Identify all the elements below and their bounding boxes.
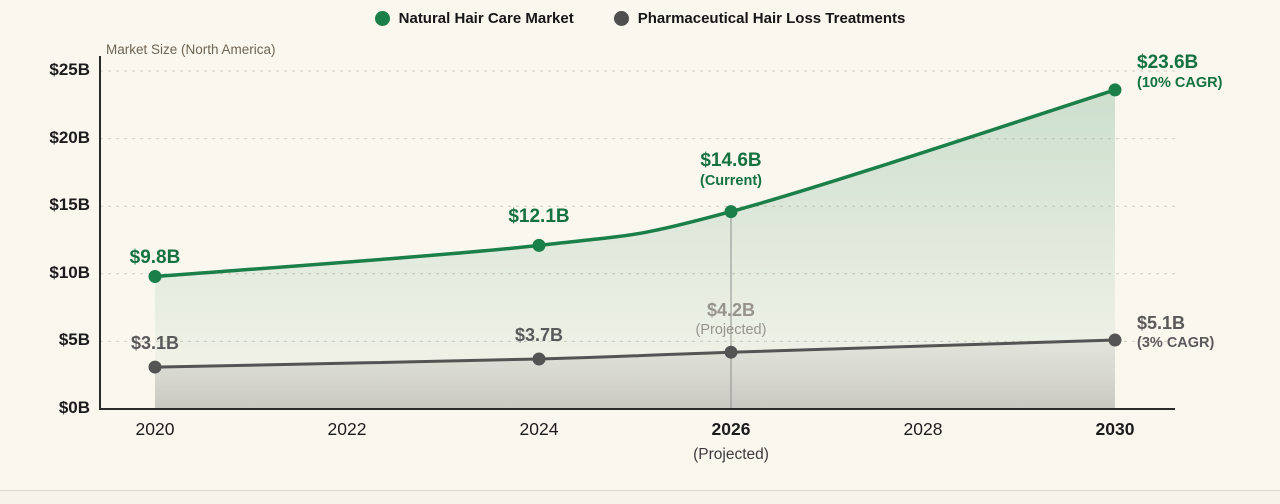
data-label-pharma-2020: $3.1B — [131, 333, 179, 355]
chart-canvas — [99, 56, 1175, 410]
data-label-note: (3% CAGR) — [1137, 334, 1215, 351]
series-line-1 — [153, 338, 1117, 369]
y-tick-5: $5B — [58, 330, 90, 349]
y-tick-20: $20B — [49, 128, 90, 147]
x-axis-projected-note: (Projected) — [693, 446, 769, 463]
x-tick-2030: 2030 — [1095, 419, 1135, 439]
x-tick-2022: 2022 — [327, 419, 367, 439]
legend-label-natural: Natural Hair Care Market — [398, 10, 574, 27]
data-label-value: $12.1B — [508, 206, 570, 227]
x-tick-2020: 2020 — [135, 419, 175, 439]
data-point-marker — [724, 205, 738, 219]
data-label-value: $9.8B — [129, 247, 181, 268]
data-point-marker — [148, 360, 162, 374]
data-label-natural-2030: $23.6B (10% CAGR) — [1137, 52, 1222, 92]
legend-item-natural: Natural Hair Care Market — [374, 10, 574, 27]
data-point-marker — [532, 352, 546, 366]
data-label-value: $23.6B — [1137, 52, 1199, 73]
data-label-value: $14.6B — [700, 150, 762, 171]
data-point-marker — [532, 238, 546, 252]
legend-item-pharma: Pharmaceutical Hair Loss Treatments — [613, 10, 906, 27]
y-tick-10: $10B — [49, 263, 90, 282]
y-tick-0: $0B — [58, 398, 90, 417]
data-label-natural-2024: $12.1B — [508, 206, 569, 229]
series-line-0 — [153, 88, 1117, 279]
legend: Natural Hair Care Market Pharmaceutical … — [0, 10, 1280, 27]
chart-title: Market Size (North America) — [106, 42, 276, 57]
data-label-value: $3.1B — [130, 333, 180, 353]
data-label-value: $3.7B — [514, 325, 564, 345]
data-point-marker — [724, 345, 738, 359]
data-label-pharma-2030: $5.1B (3% CAGR) — [1137, 313, 1214, 352]
data-point-marker — [1108, 83, 1122, 97]
data-label-pharma-2024: $3.7B — [515, 325, 563, 347]
data-label-value: $4.2B — [706, 300, 756, 320]
x-tick-2026: 2026 — [711, 419, 751, 439]
y-tick-15: $15B — [49, 195, 90, 214]
footer-strip — [0, 491, 1280, 504]
axes — [99, 56, 1175, 410]
data-label-note: (Current) — [699, 172, 763, 189]
legend-dot-green-icon — [374, 11, 390, 26]
data-point-marker — [148, 270, 162, 284]
bottom-divider — [0, 490, 1280, 491]
y-tick-25: $25B — [49, 60, 90, 79]
data-label-note: (Projected) — [695, 321, 767, 338]
data-label-note: (10% CAGR) — [1137, 74, 1223, 91]
series-area-1 — [155, 340, 1115, 409]
x-tick-2028: 2028 — [903, 419, 943, 439]
series-area-0 — [155, 89, 1115, 409]
data-label-value: $5.1B — [1137, 313, 1186, 333]
data-label-natural-2026: $14.6B (Current) — [700, 150, 762, 190]
x-tick-2024: 2024 — [519, 419, 559, 439]
legend-dot-gray-icon — [613, 11, 629, 26]
data-point-marker — [1108, 333, 1122, 347]
data-label-natural-2020: $9.8B — [130, 247, 181, 270]
legend-label-pharma: Pharmaceutical Hair Loss Treatments — [637, 10, 906, 27]
data-label-pharma-2026: $4.2B (Projected) — [696, 300, 767, 339]
